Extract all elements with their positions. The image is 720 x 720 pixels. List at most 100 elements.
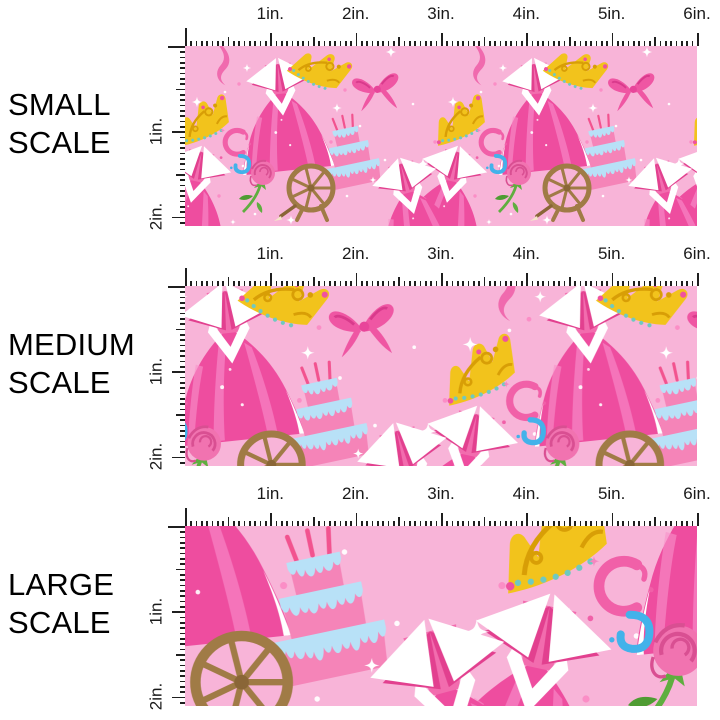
ruler-tick <box>505 280 507 286</box>
ruler-tick <box>675 40 678 46</box>
ruler-tick <box>323 40 326 46</box>
ruler-tick <box>339 40 342 46</box>
ruler-tick <box>579 520 582 526</box>
ruler-tick <box>179 584 185 587</box>
ruler-tick <box>179 691 185 693</box>
ruler-tick <box>435 40 438 46</box>
ruler-tick <box>451 280 454 286</box>
ruler-tick <box>179 115 185 117</box>
ruler-tick <box>176 654 185 656</box>
ruler-tick <box>478 280 480 286</box>
ruler-tick <box>350 520 352 526</box>
ruler-tick <box>179 659 185 661</box>
ruler-tick <box>670 520 672 526</box>
ruler-tick <box>318 280 320 286</box>
ruler-tick <box>179 670 185 672</box>
ruler-tick <box>681 40 683 46</box>
ruler-tick <box>425 280 427 286</box>
ruler-tick <box>563 280 566 286</box>
ruler-inch-label: 1in. <box>146 597 166 626</box>
ruler-tick <box>414 280 416 286</box>
ruler-tick <box>446 520 448 526</box>
ruler-tick <box>665 40 667 46</box>
ruler-tick <box>179 355 185 357</box>
ruler-tick <box>686 520 688 526</box>
ruler-inch-label: 2in. <box>146 442 166 471</box>
ruler-tick <box>355 273 358 286</box>
ruler-tick <box>633 40 635 46</box>
ruler-tick <box>489 520 491 526</box>
ruler-tick <box>179 392 185 395</box>
ruler-tick <box>371 280 374 286</box>
ruler-tick <box>601 520 603 526</box>
ruler-tick <box>611 513 614 526</box>
ruler-tick <box>473 280 475 286</box>
ruler-tick <box>467 40 470 46</box>
ruler-tick <box>179 574 185 576</box>
ruler-tick <box>179 168 185 171</box>
ruler-tick <box>499 280 502 286</box>
ruler-tick <box>585 520 587 526</box>
ruler-tick <box>339 280 342 286</box>
ruler-tick <box>462 520 464 526</box>
ruler-tick <box>201 40 203 46</box>
ruler-tick <box>355 513 358 526</box>
ruler-tick <box>409 520 411 526</box>
ruler-tick <box>590 280 592 286</box>
ruler-tick <box>179 307 185 309</box>
ruler-tick <box>179 462 185 464</box>
ruler-tick <box>179 78 185 80</box>
ruler-tick <box>286 40 288 46</box>
ruler-tick <box>211 520 214 526</box>
ruler-tick <box>361 40 363 46</box>
ruler-tick <box>601 40 603 46</box>
ruler-tick <box>195 280 198 286</box>
ruler-tick <box>387 520 390 526</box>
ruler-tick <box>302 40 304 46</box>
ruler-tick <box>238 520 240 526</box>
ruler-tick <box>526 33 528 46</box>
horizontal-ruler: 1in. 2in. 3in. 4in. 5in. 6in. <box>185 240 711 286</box>
ruler-tick <box>172 611 185 613</box>
ruler-tick <box>366 280 368 286</box>
ruler-tick <box>291 520 294 526</box>
ruler-tick <box>622 40 624 46</box>
ruler-tick <box>579 280 582 286</box>
ruler-tick <box>339 520 342 526</box>
ruler-inch-label: 4in. <box>512 244 541 263</box>
horizontal-ruler: 1in. 2in. 3in. 4in. 5in. 6in. <box>185 480 711 526</box>
ruler-tick <box>457 520 459 526</box>
ruler-tick <box>590 40 592 46</box>
ruler-tick <box>387 40 390 46</box>
ruler-tick <box>601 280 603 286</box>
ruler-tick <box>179 136 185 139</box>
ruler-tick <box>179 291 185 293</box>
ruler-tick <box>435 520 438 526</box>
ruler-tick <box>393 520 395 526</box>
ruler-tick <box>675 520 678 526</box>
ruler-tick <box>617 280 619 286</box>
ruler-tick <box>302 520 304 526</box>
ruler-tick <box>254 40 256 46</box>
ruler-tick <box>382 520 384 526</box>
ruler-tick <box>622 520 624 526</box>
ruler-tick <box>179 339 185 341</box>
ruler-tick <box>697 33 699 46</box>
ruler-tick <box>179 616 185 619</box>
ruler-tick <box>483 517 486 526</box>
ruler-tick <box>627 280 630 286</box>
ruler-tick <box>633 280 635 286</box>
ruler-tick <box>510 280 512 286</box>
ruler-tick <box>563 520 566 526</box>
ruler-tick <box>179 142 185 144</box>
ruler-tick <box>286 520 288 526</box>
ruler-tick <box>179 72 185 75</box>
ruler-tick <box>265 280 267 286</box>
ruler-tick <box>179 296 185 299</box>
ruler-tick <box>574 280 576 286</box>
ruler-tick <box>185 508 187 526</box>
ruler-tick <box>467 280 470 286</box>
scale-label-line1: SMALL <box>8 87 111 122</box>
ruler-tick <box>494 520 496 526</box>
ruler-tick <box>526 273 528 286</box>
